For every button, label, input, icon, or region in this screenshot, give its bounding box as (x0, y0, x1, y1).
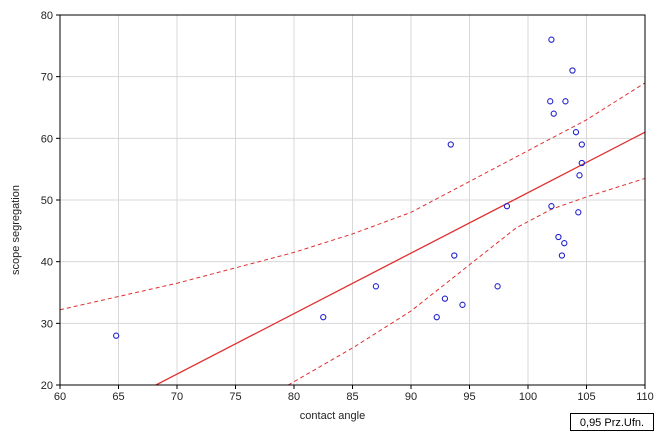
data-point (555, 233, 562, 241)
x-tick-label: 85 (346, 391, 358, 403)
data-point (578, 159, 585, 167)
x-tick-labels: 60 65 70 75 80 85 90 95 100 105 110 (54, 385, 654, 403)
x-tick-label: 65 (112, 391, 124, 403)
data-point (547, 98, 554, 105)
data-point (494, 283, 501, 290)
data-point (447, 141, 454, 148)
x-tick-label: 105 (577, 391, 595, 403)
y-tick-label: 60 (41, 133, 53, 145)
x-tick-label: 75 (229, 391, 241, 403)
data-point (575, 209, 582, 216)
data-point (569, 67, 576, 74)
data-point (550, 110, 557, 117)
data-point (548, 203, 555, 210)
x-axis-label: contact angle (300, 410, 365, 422)
data-point (562, 98, 569, 105)
data-point (441, 295, 449, 302)
x-tick-label: 60 (54, 391, 66, 403)
y-tick-label: 50 (41, 195, 53, 207)
x-tick-label: 95 (463, 391, 475, 403)
confidence-band-lower (287, 177, 646, 386)
data-point (561, 240, 568, 247)
x-tick-label: 100 (519, 391, 537, 403)
y-tick-label: 20 (41, 380, 53, 392)
data-point (576, 172, 583, 179)
y-tick-label: 80 (41, 10, 53, 22)
y-tick-label: 30 (41, 318, 53, 330)
data-point (572, 129, 580, 136)
x-tick-label: 90 (405, 391, 417, 403)
data-point (548, 36, 555, 43)
data-point (433, 314, 440, 321)
data-point (451, 252, 458, 259)
data-point (503, 203, 511, 210)
y-axis-label: scope segregation (10, 185, 22, 275)
confidence-legend: 0,95 Prz.Ufn. (570, 413, 654, 431)
data-point (320, 314, 327, 321)
data-point (113, 332, 120, 339)
data-points (113, 36, 585, 339)
regression-line (155, 131, 646, 386)
data-point (372, 283, 380, 290)
x-tick-label: 70 (171, 391, 183, 403)
y-tick-label: 70 (41, 72, 53, 84)
data-point (459, 301, 466, 308)
data-point (578, 141, 585, 148)
y-tick-labels: 20 30 40 50 60 70 80 (41, 10, 60, 392)
x-tick-label: 80 (288, 391, 300, 403)
fit-lines (59, 82, 646, 386)
data-point (558, 252, 566, 259)
y-tick-label: 40 (41, 257, 53, 269)
x-tick-label: 110 (636, 391, 654, 403)
